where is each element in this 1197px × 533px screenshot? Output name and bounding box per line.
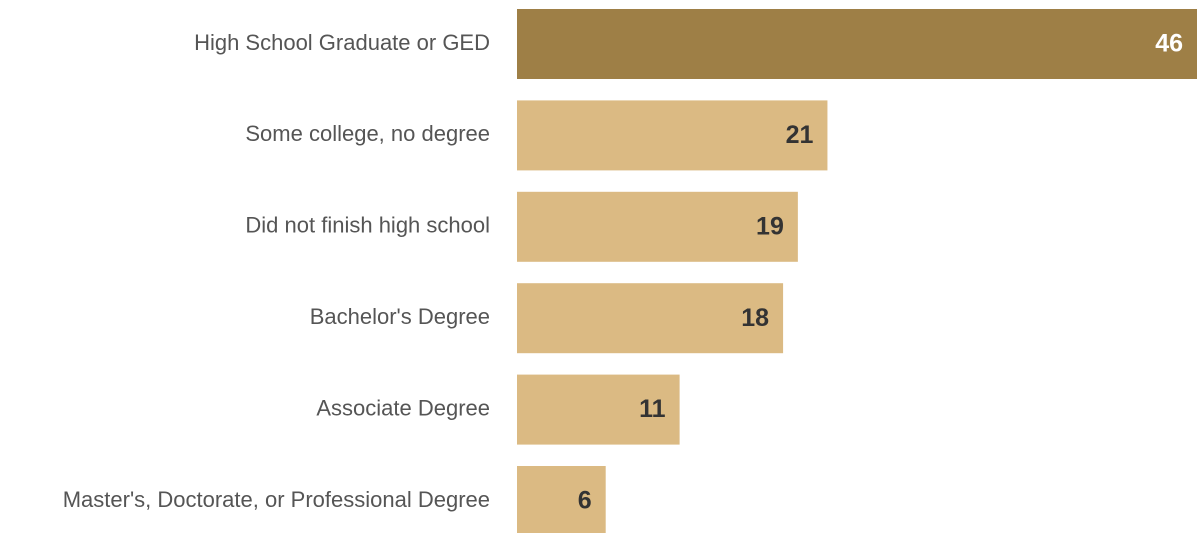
category-label: Did not finish high school <box>245 213 490 238</box>
bar <box>517 283 784 354</box>
category-label: Associate Degree <box>316 395 490 420</box>
bar <box>517 100 828 171</box>
category-label: Some college, no degree <box>245 121 490 146</box>
value-label: 19 <box>756 212 784 240</box>
category-label: Bachelor's Degree <box>310 304 490 329</box>
value-label: 46 <box>1155 30 1183 58</box>
value-label: 21 <box>786 121 814 149</box>
bar <box>517 466 606 533</box>
category-label: High School Graduate or GED <box>194 30 490 55</box>
bar <box>517 191 798 262</box>
value-label: 6 <box>578 487 592 515</box>
value-label: 18 <box>741 304 769 332</box>
bar <box>517 9 1197 79</box>
bar <box>517 374 680 445</box>
value-label: 11 <box>639 395 666 423</box>
category-label: Master's, Doctorate, or Professional Deg… <box>63 487 490 512</box>
